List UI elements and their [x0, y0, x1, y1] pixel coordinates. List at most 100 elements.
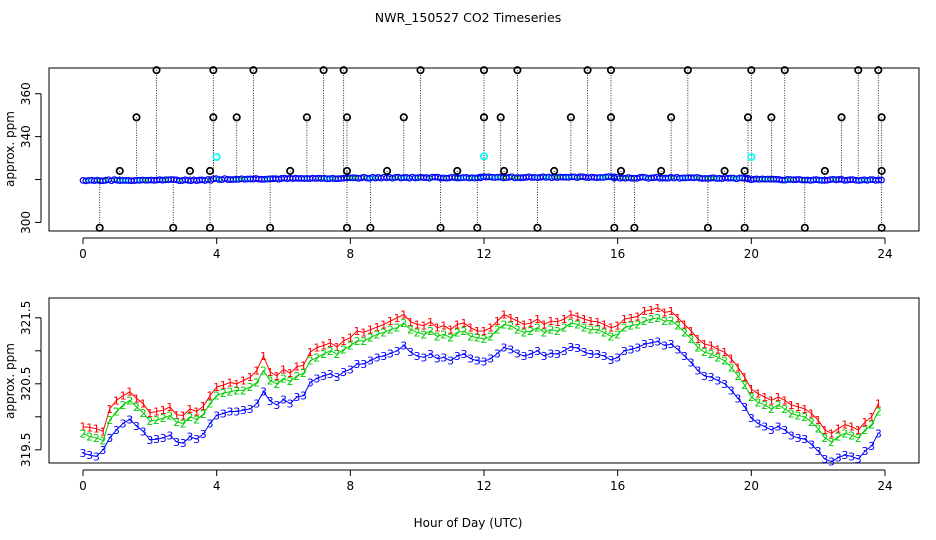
- series-2-marker: 2: [481, 333, 488, 346]
- series-3-marker: 3: [694, 365, 701, 378]
- series-1-marker: 1: [714, 343, 721, 356]
- series-3-marker: 3: [133, 420, 140, 433]
- series-1-marker: 1: [460, 317, 467, 330]
- outlier-point: [169, 223, 178, 232]
- series-1-marker: 1: [113, 394, 120, 407]
- series-2-marker: 2: [394, 322, 401, 335]
- panel-top-x-tick-label: 24: [877, 247, 892, 261]
- series-3-marker: 3: [861, 445, 868, 458]
- outlier-point: [743, 113, 753, 122]
- series-2-marker: 2: [848, 429, 855, 442]
- series-1-marker: 1: [220, 379, 227, 392]
- series-2-marker: 2: [855, 432, 862, 445]
- series-1-marker: 1: [741, 371, 748, 384]
- series-2-marker: 2: [414, 326, 421, 339]
- series-1-marker: 1: [728, 353, 735, 366]
- series-3-marker: 3: [333, 371, 340, 384]
- series-3-marker: 3: [501, 342, 508, 355]
- series-1-marker: 1: [267, 366, 274, 379]
- series-3-marker: 3: [521, 350, 528, 363]
- series-1-marker: 1: [648, 304, 655, 317]
- series-2-marker: 2: [160, 412, 167, 425]
- series-2-marker: 2: [775, 399, 782, 412]
- series-1-marker: 1: [801, 403, 808, 416]
- series-3-marker: 3: [527, 348, 534, 361]
- series-2-marker: 2: [861, 424, 868, 437]
- series-3-marker: 3: [474, 355, 481, 368]
- series-3-marker: 3: [855, 453, 862, 466]
- series-3-marker: 3: [821, 453, 828, 466]
- series-2-marker: 2: [140, 407, 147, 420]
- series-1-marker: 1: [721, 346, 728, 359]
- series-1-marker: 1: [841, 419, 848, 432]
- series-3-marker: 3: [273, 399, 280, 412]
- outlier-point: [703, 223, 712, 232]
- series-1-marker: 1: [354, 325, 361, 338]
- series-2-marker: 2: [113, 406, 120, 419]
- series-1-marker: 1: [701, 338, 708, 351]
- series-1-marker: 1: [708, 340, 715, 353]
- series-2-marker: 2: [253, 376, 260, 389]
- series-1-marker: 1: [694, 333, 701, 346]
- series-2-marker: 2: [788, 408, 795, 421]
- series-3-marker: 3: [327, 368, 334, 381]
- series-1-marker: 1: [100, 425, 107, 438]
- series-3-marker: 3: [213, 409, 220, 422]
- series-1-marker: 1: [320, 340, 327, 353]
- outlier-point: [436, 223, 445, 232]
- series-2-marker: 2: [173, 416, 180, 429]
- series-3-marker: 3: [307, 376, 314, 389]
- series-1-marker: 1: [427, 316, 434, 329]
- series-1-marker: 1: [160, 404, 167, 417]
- series-1-marker: 1: [280, 363, 287, 376]
- x-axis-label: Hour of Day (UTC): [414, 516, 523, 530]
- outlier-point: [115, 166, 124, 175]
- series-2-marker: 2: [821, 432, 828, 445]
- series-3-marker: 3: [186, 431, 193, 444]
- series-1-marker: 1: [761, 391, 768, 404]
- series-1-marker: 1: [641, 305, 648, 318]
- series-2-marker: 2: [815, 423, 822, 436]
- series-1-marker: 1: [534, 313, 541, 326]
- series-1-marker: 1: [481, 325, 488, 338]
- series-3-marker: 3: [220, 408, 227, 421]
- series-1-marker: 1: [360, 326, 367, 339]
- series-2-marker: 2: [360, 335, 367, 348]
- series-1-marker: 1: [253, 365, 260, 378]
- series-3-marker: 3: [581, 346, 588, 359]
- panel-bottom-y-tick-label: 320.5: [19, 367, 33, 401]
- outlier-point: [720, 166, 729, 175]
- series-1-marker: 1: [628, 312, 635, 325]
- series-1-marker: 1: [394, 312, 401, 325]
- series-1-marker: 1: [420, 320, 427, 333]
- series-2-marker: 2: [440, 328, 447, 341]
- series-3-marker: 3: [380, 350, 387, 363]
- series-1-marker: 1: [407, 316, 414, 329]
- series-3-marker: 3: [193, 433, 200, 446]
- panel-top-axes: 0 4 8 12 16 20 24 300 340 360: [19, 82, 893, 261]
- series-3-marker: 3: [374, 351, 381, 364]
- series-3-marker: 3: [113, 424, 120, 437]
- series-3-marker: 3: [828, 456, 835, 469]
- outlier-point: [152, 66, 161, 75]
- series-1-marker: 1: [86, 421, 93, 434]
- series-3-marker: 3: [481, 355, 488, 368]
- series-3-marker: 3: [367, 355, 374, 368]
- cyan-point: [747, 152, 756, 162]
- series-1-marker: 1: [227, 376, 234, 389]
- series-3-marker: 3: [514, 347, 521, 360]
- series-3-marker: 3: [206, 417, 213, 430]
- series-1-marker: 1: [340, 335, 347, 348]
- series-3-marker: 3: [347, 363, 354, 376]
- panel-top-y-label: approx. ppm: [3, 111, 17, 187]
- outlier-point: [342, 113, 352, 122]
- series-2-marker: 2: [868, 419, 875, 432]
- series-2-marker: 2: [293, 370, 300, 383]
- series-1-marker: 1: [233, 378, 240, 391]
- series-2-marker: 2: [80, 427, 87, 440]
- series-1-marker: 1: [541, 318, 548, 331]
- outlier-point: [513, 66, 522, 75]
- outlier-point: [383, 166, 392, 175]
- panel-bottom-y-tick-label: 321.5: [19, 301, 33, 335]
